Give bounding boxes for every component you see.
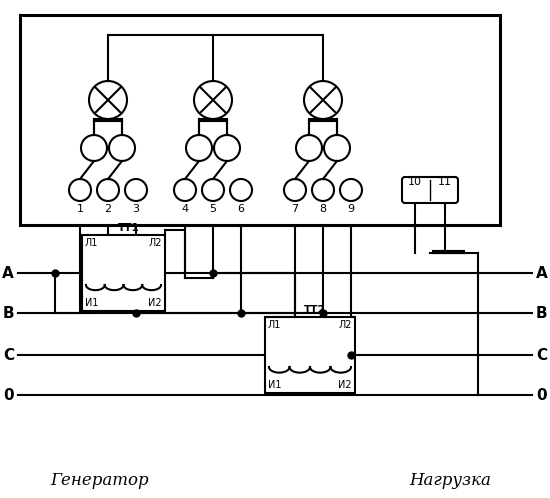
Bar xyxy=(82,235,165,311)
Text: B: B xyxy=(2,305,14,321)
FancyBboxPatch shape xyxy=(402,177,458,203)
Text: Генератор: Генератор xyxy=(51,472,149,489)
Text: 10: 10 xyxy=(408,177,422,187)
Text: C: C xyxy=(536,348,547,363)
Text: A: A xyxy=(2,265,14,280)
Text: Л2: Л2 xyxy=(148,238,162,248)
Text: ТТ1: ТТ1 xyxy=(118,223,139,233)
Text: И1: И1 xyxy=(85,298,98,308)
Text: 11: 11 xyxy=(438,177,452,187)
Bar xyxy=(265,317,355,393)
Text: ТТ2: ТТ2 xyxy=(304,305,326,315)
Text: Нагрузка: Нагрузка xyxy=(409,472,491,489)
Text: A: A xyxy=(536,265,548,280)
Text: 2: 2 xyxy=(104,204,112,214)
Text: 1: 1 xyxy=(76,204,84,214)
Text: И1: И1 xyxy=(268,380,282,390)
Text: И2: И2 xyxy=(148,298,162,308)
Text: Л1: Л1 xyxy=(268,320,282,330)
Text: 8: 8 xyxy=(320,204,327,214)
Text: 0: 0 xyxy=(536,387,547,402)
Text: 4: 4 xyxy=(182,204,189,214)
Text: C: C xyxy=(3,348,14,363)
Text: 3: 3 xyxy=(133,204,140,214)
Text: И2: И2 xyxy=(338,380,352,390)
Text: 9: 9 xyxy=(348,204,355,214)
Text: 5: 5 xyxy=(210,204,217,214)
Text: B: B xyxy=(536,305,548,321)
Text: Л1: Л1 xyxy=(85,238,98,248)
Text: Л2: Л2 xyxy=(338,320,352,330)
Bar xyxy=(20,15,500,225)
Text: 0: 0 xyxy=(3,387,14,402)
Text: 6: 6 xyxy=(238,204,245,214)
Text: 7: 7 xyxy=(292,204,299,214)
